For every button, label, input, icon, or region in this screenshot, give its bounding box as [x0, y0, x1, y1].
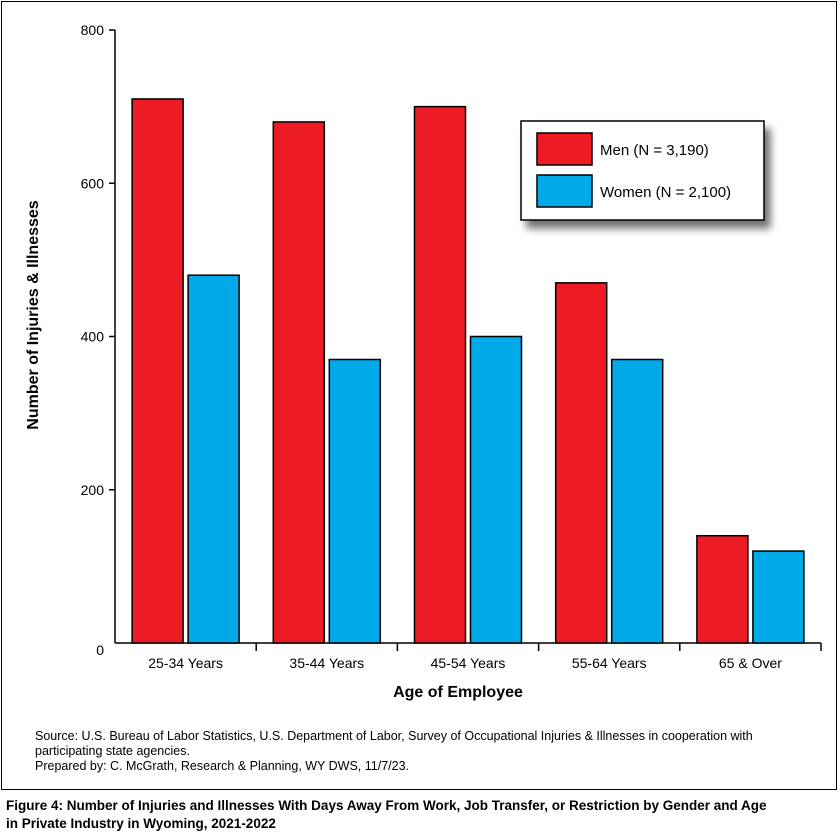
figure-caption: Figure 4: Number of Injuries and Illness…	[6, 797, 834, 833]
source-line-1: Source: U.S. Bureau of Labor Statistics,…	[35, 729, 753, 743]
bar-women	[610, 358, 664, 644]
bar-women	[752, 550, 805, 644]
bars-group	[131, 98, 805, 644]
bar-men	[272, 121, 326, 644]
bar-women	[328, 358, 382, 644]
y-tick-label: 600	[81, 175, 105, 191]
bar-chart: 0 200 400 600 800 25-34 Years 35-44 Years 45-54…	[25, 22, 822, 701]
y-tick-label: 400	[81, 329, 105, 345]
y-tick-label: 800	[81, 22, 105, 38]
x-tick-label: 65 & Over	[719, 655, 782, 671]
x-axis-label: Age of Employee	[393, 684, 523, 701]
bar-men	[413, 105, 467, 644]
x-tick-label: 35-44 Years	[289, 655, 364, 671]
bar-men	[696, 534, 749, 644]
bar-women	[469, 335, 523, 644]
legend-swatch	[536, 174, 593, 208]
bar-men	[131, 98, 184, 644]
bar-men	[554, 282, 608, 644]
legend-label: Men (N = 3,190)	[600, 142, 709, 159]
y-axis-label: Number of Injuries & Illnesses	[25, 200, 42, 430]
x-tick-label: 45-54 Years	[431, 655, 506, 671]
legend-swatch	[536, 132, 593, 166]
chart-frame	[1, 1, 837, 790]
y-tick-label: 0	[96, 642, 104, 658]
axes: 0 200 400 600 800 25-34 Years 35-44 Years 45-54…	[81, 22, 822, 671]
source-line-2: participating state agencies.	[35, 744, 190, 758]
bar-women	[187, 274, 240, 644]
legend-label: Women (N = 2,100)	[600, 184, 731, 201]
x-tick-label: 55-64 Years	[572, 655, 647, 671]
caption-line-2: in Private Industry in Wyoming, 2021-202…	[6, 816, 276, 831]
x-tick-label: 25-34 Years	[148, 655, 223, 671]
caption-line-1: Figure 4: Number of Injuries and Illness…	[6, 798, 767, 813]
legend: Men (N = 3,190) Women (N = 2,100)	[520, 120, 765, 221]
source-note: Source: U.S. Bureau of Labor Statistics,…	[35, 729, 815, 774]
prepared-by-line: Prepared by: C. McGrath, Research & Plan…	[35, 759, 410, 773]
y-tick-label: 200	[81, 482, 105, 498]
